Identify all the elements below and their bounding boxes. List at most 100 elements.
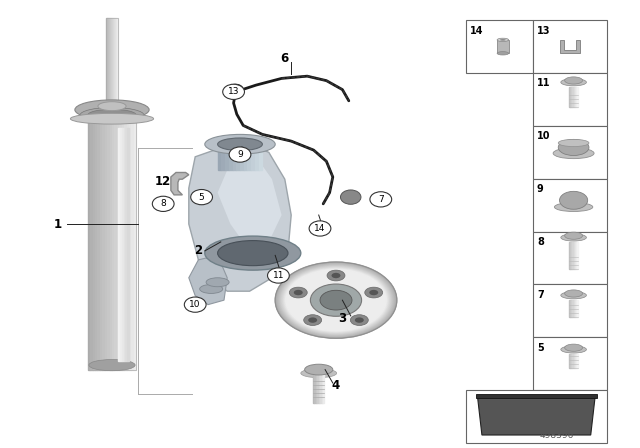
Bar xyxy=(259,144,262,170)
Bar xyxy=(127,128,129,361)
Bar xyxy=(109,18,110,103)
Bar xyxy=(577,87,578,107)
Bar xyxy=(533,73,607,126)
Bar xyxy=(117,119,119,370)
Bar xyxy=(576,354,577,368)
Bar xyxy=(131,119,134,370)
Polygon shape xyxy=(189,143,291,291)
Bar xyxy=(314,374,316,403)
Ellipse shape xyxy=(282,267,390,333)
Ellipse shape xyxy=(285,269,387,331)
Circle shape xyxy=(191,190,212,205)
Ellipse shape xyxy=(497,38,509,42)
Polygon shape xyxy=(171,172,189,195)
Bar xyxy=(106,18,107,103)
Bar xyxy=(105,119,107,370)
Ellipse shape xyxy=(218,241,288,266)
Bar xyxy=(112,119,115,370)
Bar xyxy=(573,300,575,317)
Ellipse shape xyxy=(564,344,582,351)
Ellipse shape xyxy=(280,266,392,335)
Circle shape xyxy=(223,84,244,99)
Text: 11: 11 xyxy=(537,78,550,88)
Bar xyxy=(88,119,90,370)
Bar xyxy=(570,87,572,107)
Bar xyxy=(117,18,118,103)
Ellipse shape xyxy=(294,290,303,295)
Ellipse shape xyxy=(277,263,395,337)
Ellipse shape xyxy=(205,236,301,270)
Ellipse shape xyxy=(310,284,362,316)
Bar xyxy=(134,119,136,370)
Bar xyxy=(569,354,570,368)
Ellipse shape xyxy=(554,202,593,211)
Bar xyxy=(320,374,321,403)
Ellipse shape xyxy=(282,267,390,334)
Bar xyxy=(576,300,577,317)
Bar xyxy=(124,128,125,361)
Bar xyxy=(116,18,117,103)
Bar xyxy=(533,232,607,284)
Ellipse shape xyxy=(281,266,391,334)
Ellipse shape xyxy=(285,269,387,332)
Text: 11: 11 xyxy=(273,271,284,280)
Ellipse shape xyxy=(279,265,393,336)
Ellipse shape xyxy=(70,113,154,124)
Bar xyxy=(232,144,236,170)
Ellipse shape xyxy=(561,79,586,86)
Bar xyxy=(229,144,232,170)
Bar xyxy=(255,144,259,170)
Bar xyxy=(569,87,570,107)
Text: 12: 12 xyxy=(155,175,172,188)
Ellipse shape xyxy=(98,102,126,111)
Ellipse shape xyxy=(500,39,506,41)
Bar xyxy=(317,374,319,403)
Bar xyxy=(576,242,577,269)
Ellipse shape xyxy=(278,264,394,336)
Ellipse shape xyxy=(558,139,589,155)
Ellipse shape xyxy=(280,265,392,335)
Ellipse shape xyxy=(332,273,340,278)
Bar xyxy=(466,390,607,443)
Text: 1: 1 xyxy=(54,217,61,231)
Text: 10: 10 xyxy=(189,300,201,309)
Text: 7: 7 xyxy=(378,195,383,204)
Ellipse shape xyxy=(89,359,135,371)
Ellipse shape xyxy=(320,290,352,310)
Text: 5: 5 xyxy=(199,193,204,202)
Bar xyxy=(225,144,229,170)
Bar xyxy=(569,242,570,269)
Text: 8: 8 xyxy=(537,237,544,247)
Bar xyxy=(316,374,317,403)
Ellipse shape xyxy=(284,268,388,332)
Ellipse shape xyxy=(284,268,388,332)
Ellipse shape xyxy=(369,290,378,295)
Ellipse shape xyxy=(205,134,275,154)
Bar xyxy=(97,119,100,370)
Bar xyxy=(107,18,108,103)
Bar xyxy=(102,119,105,370)
Ellipse shape xyxy=(558,139,589,146)
Text: 5: 5 xyxy=(537,343,544,353)
Text: 3: 3 xyxy=(339,311,346,325)
Circle shape xyxy=(370,192,392,207)
Bar xyxy=(122,119,124,370)
Ellipse shape xyxy=(561,292,586,299)
Ellipse shape xyxy=(278,264,394,336)
Bar xyxy=(118,128,120,361)
Bar xyxy=(120,128,122,361)
Ellipse shape xyxy=(305,364,333,375)
Bar xyxy=(577,300,578,317)
Ellipse shape xyxy=(327,270,345,281)
Bar xyxy=(115,18,116,103)
Ellipse shape xyxy=(200,284,223,293)
Bar xyxy=(533,284,607,337)
Bar xyxy=(244,144,248,170)
Text: 9: 9 xyxy=(237,150,243,159)
Ellipse shape xyxy=(561,346,586,353)
Circle shape xyxy=(268,268,289,283)
Bar xyxy=(90,119,93,370)
Bar xyxy=(240,144,244,170)
Polygon shape xyxy=(476,394,597,398)
Bar xyxy=(114,18,115,103)
